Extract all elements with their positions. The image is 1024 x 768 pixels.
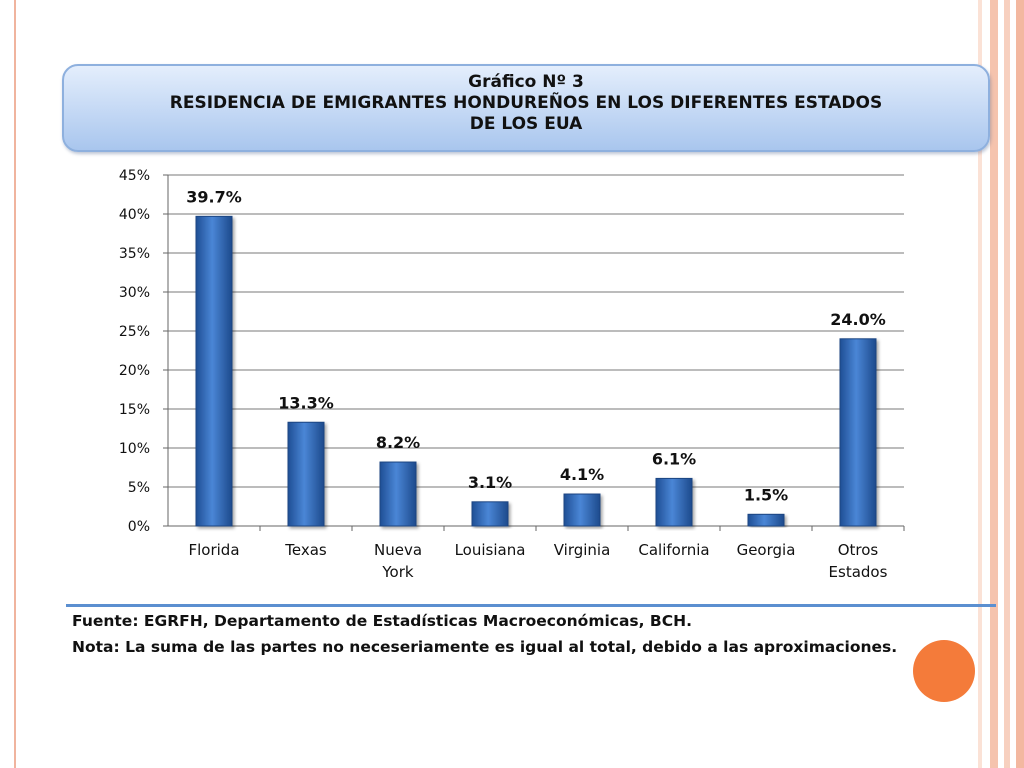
- category-label: Nueva: [374, 541, 422, 559]
- data-label: 3.1%: [468, 473, 512, 492]
- chart-title-box: Gráfico Nº 3 RESIDENCIA DE EMIGRANTES HO…: [62, 64, 990, 152]
- data-label: 1.5%: [744, 485, 788, 504]
- footer-divider: [66, 604, 996, 607]
- y-tick-label: 5%: [128, 480, 150, 496]
- data-label: 8.2%: [376, 433, 420, 452]
- category-label: Estados: [829, 563, 888, 581]
- y-tick-label: 45%: [119, 168, 150, 184]
- slide-right-stripe: [990, 0, 998, 768]
- gridlines: [168, 174, 904, 527]
- bar: [655, 477, 693, 527]
- y-tick-label: 25%: [119, 324, 150, 340]
- source-note: Fuente: EGRFH, Departamento de Estadísti…: [72, 612, 692, 630]
- bar: [379, 461, 417, 527]
- y-tick-label: 20%: [119, 363, 150, 379]
- y-tick-label: 10%: [119, 441, 150, 457]
- data-labels: 39.7% 13.3% 8.2% 3.1% 4.1% 6.1% 1.5% 24.0%: [186, 187, 886, 504]
- slide-right-stripe: [1004, 0, 1010, 768]
- data-label: 39.7%: [186, 187, 242, 206]
- category-label: Louisiana: [455, 541, 526, 559]
- chart-title-line-1: Gráfico Nº 3: [468, 72, 584, 92]
- category-label: Georgia: [737, 541, 796, 559]
- data-label: 6.1%: [652, 449, 696, 468]
- data-label: 13.3%: [278, 393, 334, 412]
- y-tick-label: 15%: [119, 402, 150, 418]
- bar-chart: 0% 5% 10% 15% 20% 25% 30% 35% 40% 45% 39.7% 13.3% 8…: [119, 168, 905, 581]
- slide-right-stripe: [1016, 0, 1024, 768]
- footnote: Nota: La suma de las partes no neceseria…: [72, 638, 898, 656]
- bars: [195, 215, 877, 527]
- y-tick-label: 30%: [119, 285, 150, 301]
- slide-right-stripe: [978, 0, 982, 768]
- data-label: 24.0%: [830, 310, 886, 329]
- y-tick-label: 35%: [119, 246, 150, 262]
- category-label: California: [638, 541, 709, 559]
- chart-title-line-2: RESIDENCIA DE EMIGRANTES HONDUREÑOS EN L…: [169, 93, 883, 113]
- x-axis-categories: Florida Texas Nueva York Louisiana Virginia Ca…: [188, 541, 887, 581]
- decorative-circle: [913, 640, 975, 702]
- bar: [471, 501, 509, 527]
- bar: [839, 338, 877, 527]
- category-label: York: [381, 563, 414, 581]
- category-label: Virginia: [554, 541, 611, 559]
- bar: [747, 513, 785, 527]
- slide-left-border: [0, 0, 16, 768]
- data-label: 4.1%: [560, 465, 604, 484]
- category-label: Texas: [284, 541, 327, 559]
- chart-title-line-3: DE LOS EUA: [469, 114, 583, 134]
- category-label: Otros: [838, 541, 879, 559]
- y-axis-ticks: 0% 5% 10% 15% 20% 25% 30% 35% 40% 45%: [119, 168, 905, 535]
- bar: [563, 493, 601, 527]
- bar: [195, 215, 233, 527]
- y-tick-label: 40%: [119, 207, 150, 223]
- category-label: Florida: [188, 541, 239, 559]
- y-tick-label: 0%: [128, 519, 150, 535]
- bar: [287, 421, 325, 527]
